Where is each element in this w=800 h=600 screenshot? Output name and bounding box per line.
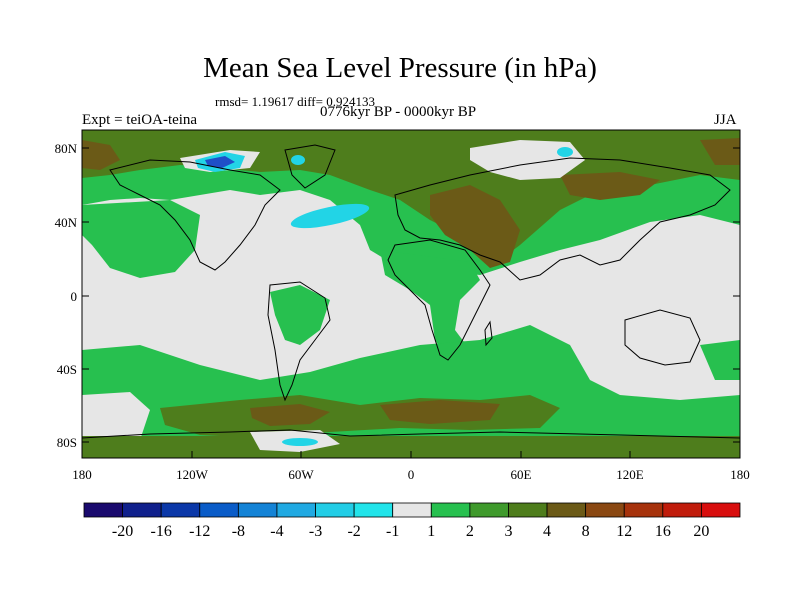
colorbar-label: 8 <box>582 523 590 540</box>
coast-australia <box>624 309 701 366</box>
lon-label-180w: 180 <box>72 467 92 482</box>
pressure-field <box>82 130 740 458</box>
field-cyan-arctic <box>557 147 573 157</box>
coast-greenland <box>284 144 336 189</box>
colorbar-label: 4 <box>543 523 551 540</box>
lat-ticks <box>82 147 740 443</box>
lat-label-40n: 40N <box>55 215 78 230</box>
colorbar-swatch <box>315 502 355 518</box>
colorbar-swatch <box>392 502 432 518</box>
coast-africa <box>387 239 491 361</box>
field-cyan-north-atlantic <box>291 155 305 165</box>
colorbar-label: -1 <box>386 523 399 540</box>
colorbar <box>83 502 741 518</box>
lat-label-0: 0 <box>71 289 78 304</box>
field-grey-southwest <box>82 392 150 445</box>
colorbar-swatch <box>623 502 664 518</box>
colorbar-label: 20 <box>693 523 709 540</box>
colorbar-label: 12 <box>616 523 632 540</box>
colorbar-label: -4 <box>270 523 283 540</box>
colorbar-label: 3 <box>504 523 512 540</box>
coast-eurasia <box>394 157 731 281</box>
lat-label-40s: 40S <box>57 362 77 377</box>
colorbar-swatch <box>430 502 471 518</box>
colorbar-swatch <box>199 502 239 518</box>
colorbar-swatch <box>701 502 741 518</box>
colorbar-swatch <box>160 502 201 518</box>
lon-label-180e: 180 <box>730 467 750 482</box>
colorbar-swatch <box>662 502 702 518</box>
field-brown-south-b <box>380 400 500 424</box>
coast-north-america <box>109 159 281 271</box>
colorbar-label: -20 <box>112 523 133 540</box>
field-brown-south-a <box>250 404 330 426</box>
field-green-pacific <box>82 200 200 278</box>
lon-label-120e: 120E <box>616 467 644 482</box>
colorbar-swatch <box>122 502 162 518</box>
map-title: Mean Sea Level Pressure (in hPa) <box>203 52 597 84</box>
coast-madagascar <box>484 320 493 347</box>
lon-ticks <box>81 451 741 458</box>
lon-label-0: 0 <box>408 467 415 482</box>
colorbar-swatch <box>276 502 316 518</box>
period-label: 0776kyr BP - 0000kyr BP <box>320 104 477 120</box>
coast-south-america <box>267 281 331 402</box>
field-grey-arctic <box>470 140 585 180</box>
coast-antarctica <box>82 429 740 439</box>
lon-label-60w: 60W <box>288 467 314 482</box>
lon-label-120w: 120W <box>176 467 209 482</box>
colorbar-label: -2 <box>347 523 360 540</box>
field-green-samerica <box>270 285 330 345</box>
colorbar-labels: -20 -16 -12 -8 -4 -3 -2 -1 1 2 3 4 8 12 16 20 <box>112 523 709 540</box>
experiment-label: Expt = teiOA-teina <box>82 112 198 128</box>
field-cyan-atlantic <box>290 203 370 229</box>
coastlines <box>82 144 740 439</box>
field-green-southeast <box>700 340 740 380</box>
colorbar-label: -8 <box>232 523 245 540</box>
colorbar-swatch <box>83 502 123 518</box>
colorbar-swatch <box>546 502 587 518</box>
season-label: JJA <box>714 112 737 128</box>
colorbar-label: -3 <box>309 523 322 540</box>
field-blue-greenland <box>205 156 235 168</box>
colorbar-swatch <box>585 502 625 518</box>
field-brown-east <box>700 138 740 165</box>
lon-label-60e: 60E <box>511 467 532 482</box>
field-brown-asia <box>560 172 660 200</box>
field-cyan-antarctic <box>282 438 318 446</box>
field-green-africa <box>380 250 480 362</box>
colorbar-label: 2 <box>466 523 474 540</box>
field-brown-west <box>82 140 120 170</box>
rmsd-diff-stats: rmsd= 1.19617 diff= 0.924133 <box>215 94 375 109</box>
colorbar-label: -12 <box>189 523 210 540</box>
colorbar-label: 16 <box>655 523 671 540</box>
lat-label-80n: 80N <box>55 141 78 156</box>
field-brown-eurasia <box>430 185 520 268</box>
lat-label-80s: 80S <box>57 435 77 450</box>
colorbar-swatch <box>508 502 548 518</box>
colorbar-label: 1 <box>427 523 435 540</box>
colorbar-swatch <box>353 502 394 518</box>
colorbar-swatch <box>237 502 278 518</box>
colorbar-swatch <box>469 502 509 518</box>
colorbar-label: -16 <box>151 523 172 540</box>
field-olive-antarctic <box>82 436 740 458</box>
